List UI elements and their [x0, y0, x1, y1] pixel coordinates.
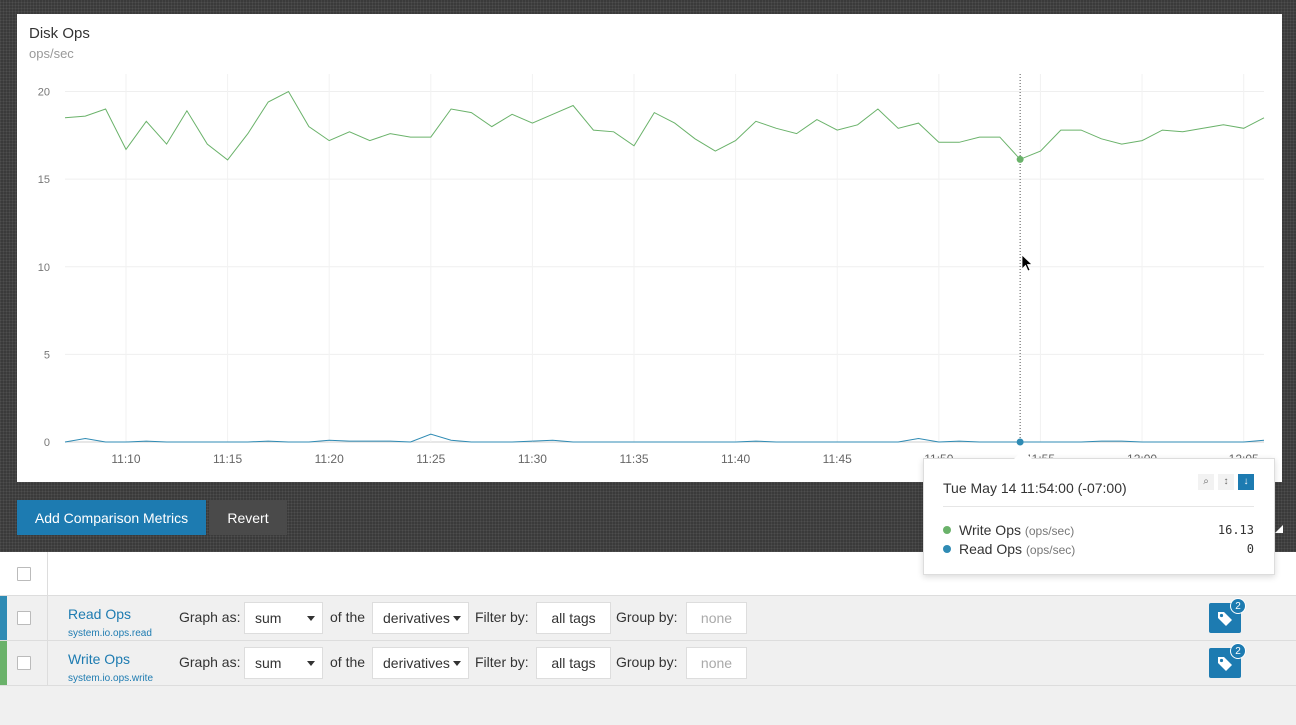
x-tick-label: 11:10 [111, 452, 140, 466]
metric-row-read-ops: Read Ops system.io.ops.read Graph as: su… [0, 596, 1296, 641]
group-by-label: Group by: [616, 609, 678, 625]
graph-as-label: Graph as: [179, 654, 241, 670]
function-value: derivatives [383, 610, 450, 626]
tooltip-series-value: 16.13 [1217, 523, 1254, 537]
function-value: derivatives [383, 655, 450, 671]
series-color-strip [0, 641, 7, 685]
aggregation-select[interactable]: sum [244, 602, 323, 634]
resize-handle-icon[interactable] [1275, 525, 1283, 533]
column-divider [47, 552, 48, 595]
series-color-strip [0, 596, 7, 640]
hover-point-write-ops [1016, 155, 1024, 163]
sort-descending-icon[interactable]: ↓ [1238, 474, 1254, 490]
series-line-write-ops [64, 90, 1265, 161]
aggregation-select[interactable]: sum [244, 647, 323, 679]
x-tick-label: 11:25 [416, 452, 445, 466]
caret-down-icon [453, 661, 461, 666]
x-tick-label: 11:40 [721, 452, 750, 466]
tooltip-divider [943, 506, 1254, 507]
group-by-input[interactable]: none [686, 602, 747, 634]
x-tick-label: 11:35 [619, 452, 648, 466]
filter-tags-input[interactable]: all tags [536, 647, 611, 679]
tag-icon [1218, 657, 1232, 671]
caret-down-icon [453, 616, 461, 621]
tooltip-series-name: Read Ops [959, 541, 1023, 557]
aggregation-value: sum [255, 655, 282, 671]
chart-title: Disk Ops [29, 25, 90, 42]
group-by-label: Group by: [616, 654, 678, 670]
x-tick-label: 11:20 [315, 452, 344, 466]
of-the-label: of the [330, 654, 366, 670]
filter-tags-input[interactable]: all tags [536, 602, 611, 634]
hover-point-read-ops [1016, 438, 1024, 446]
tooltip-series-unit: (ops/sec) [1024, 524, 1075, 538]
select-all-checkbox[interactable] [17, 567, 31, 581]
metric-id-link[interactable]: system.io.ops.write [68, 673, 154, 684]
editor-footer [0, 686, 1296, 725]
chart-panel: Disk Ops ops/sec 0 5 10 15 20 11:10 11:15 11:20… [17, 14, 1282, 482]
row-checkbox[interactable] [17, 611, 31, 625]
series-line-read-ops [64, 433, 1265, 443]
column-divider [47, 641, 48, 685]
tag-count-badge: 2 [1230, 643, 1246, 659]
tooltip-series-value: 0 [1246, 542, 1254, 556]
column-divider [47, 596, 48, 640]
revert-button[interactable]: Revert [209, 500, 287, 535]
metric-name-link[interactable]: Read Ops [68, 606, 132, 622]
caret-down-icon [307, 616, 315, 621]
chart-tooltip: Tue May 14 11:54:00 (-07:00) ⌕ ↕ ↓ Write… [923, 450, 1275, 575]
metric-row-write-ops: Write Ops system.io.ops.write Graph as: … [0, 641, 1296, 686]
tag-count-badge: 2 [1230, 598, 1246, 614]
aggregation-value: sum [255, 610, 282, 626]
x-tick-label: 11:15 [213, 452, 242, 466]
sort-ascending-icon[interactable]: ↕ [1218, 474, 1234, 490]
tooltip-series-unit: (ops/sec) [1025, 543, 1076, 557]
metric-name-link[interactable]: Write Ops [68, 651, 130, 667]
y-tick-label: 10 [38, 262, 50, 274]
filter-by-label: Filter by: [475, 609, 529, 625]
tooltip-toolbar: ⌕ ↕ ↓ [1198, 474, 1254, 490]
mouse-cursor-icon [1021, 254, 1034, 272]
filter-by-label: Filter by: [475, 654, 529, 670]
y-tick-label: 0 [44, 437, 50, 449]
row-checkbox[interactable] [17, 656, 31, 670]
chart-subtitle: ops/sec [29, 46, 74, 61]
caret-down-icon [307, 661, 315, 666]
group-by-input[interactable]: none [686, 647, 747, 679]
tooltip-row-read-ops: Read Ops (ops/sec) 0 [943, 541, 1254, 559]
graph-as-label: Graph as: [179, 609, 241, 625]
add-comparison-metrics-button[interactable]: Add Comparison Metrics [17, 500, 206, 535]
x-tick-label: 11:30 [518, 452, 547, 466]
series-dot-icon [943, 545, 951, 553]
line-chart[interactable]: 0 5 10 15 20 11:10 11:15 11:20 11:25 11:30 11:35 11… [17, 14, 1282, 482]
function-select[interactable]: derivatives [372, 647, 469, 679]
metric-id-link[interactable]: system.io.ops.read [68, 628, 152, 639]
function-select[interactable]: derivatives [372, 602, 469, 634]
tags-button[interactable] [1209, 603, 1241, 633]
series-dot-icon [943, 526, 951, 534]
search-icon[interactable]: ⌕ [1198, 474, 1214, 490]
y-tick-label: 15 [38, 174, 50, 186]
tooltip-timestamp: Tue May 14 11:54:00 (-07:00) [943, 480, 1127, 496]
tag-icon [1218, 612, 1232, 626]
of-the-label: of the [330, 609, 366, 625]
tooltip-row-write-ops: Write Ops (ops/sec) 16.13 [943, 522, 1254, 540]
x-tick-label: 11:45 [823, 452, 852, 466]
y-tick-label: 20 [38, 87, 50, 99]
y-tick-label: 5 [44, 349, 50, 361]
tooltip-series-name: Write Ops [959, 522, 1021, 538]
